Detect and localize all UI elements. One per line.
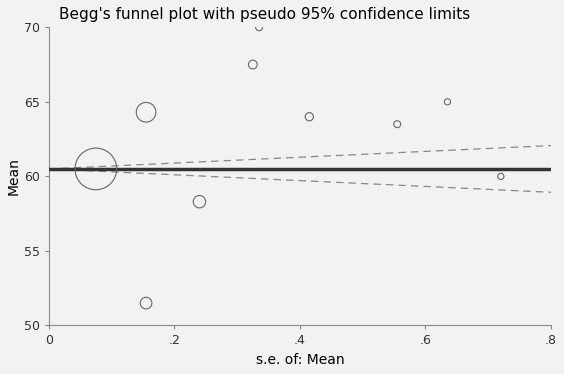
Point xyxy=(443,99,452,105)
Text: Begg's funnel plot with pseudo 95% confidence limits: Begg's funnel plot with pseudo 95% confi… xyxy=(59,7,470,22)
Point xyxy=(142,109,151,115)
Point xyxy=(142,300,151,306)
Point xyxy=(305,114,314,120)
Point xyxy=(254,24,263,30)
Point xyxy=(91,166,100,172)
Point xyxy=(248,62,257,68)
Point xyxy=(393,121,402,127)
X-axis label: s.e. of: Mean: s.e. of: Mean xyxy=(255,353,344,367)
Point xyxy=(496,174,505,180)
Point xyxy=(195,199,204,205)
Y-axis label: Mean: Mean xyxy=(7,157,21,195)
